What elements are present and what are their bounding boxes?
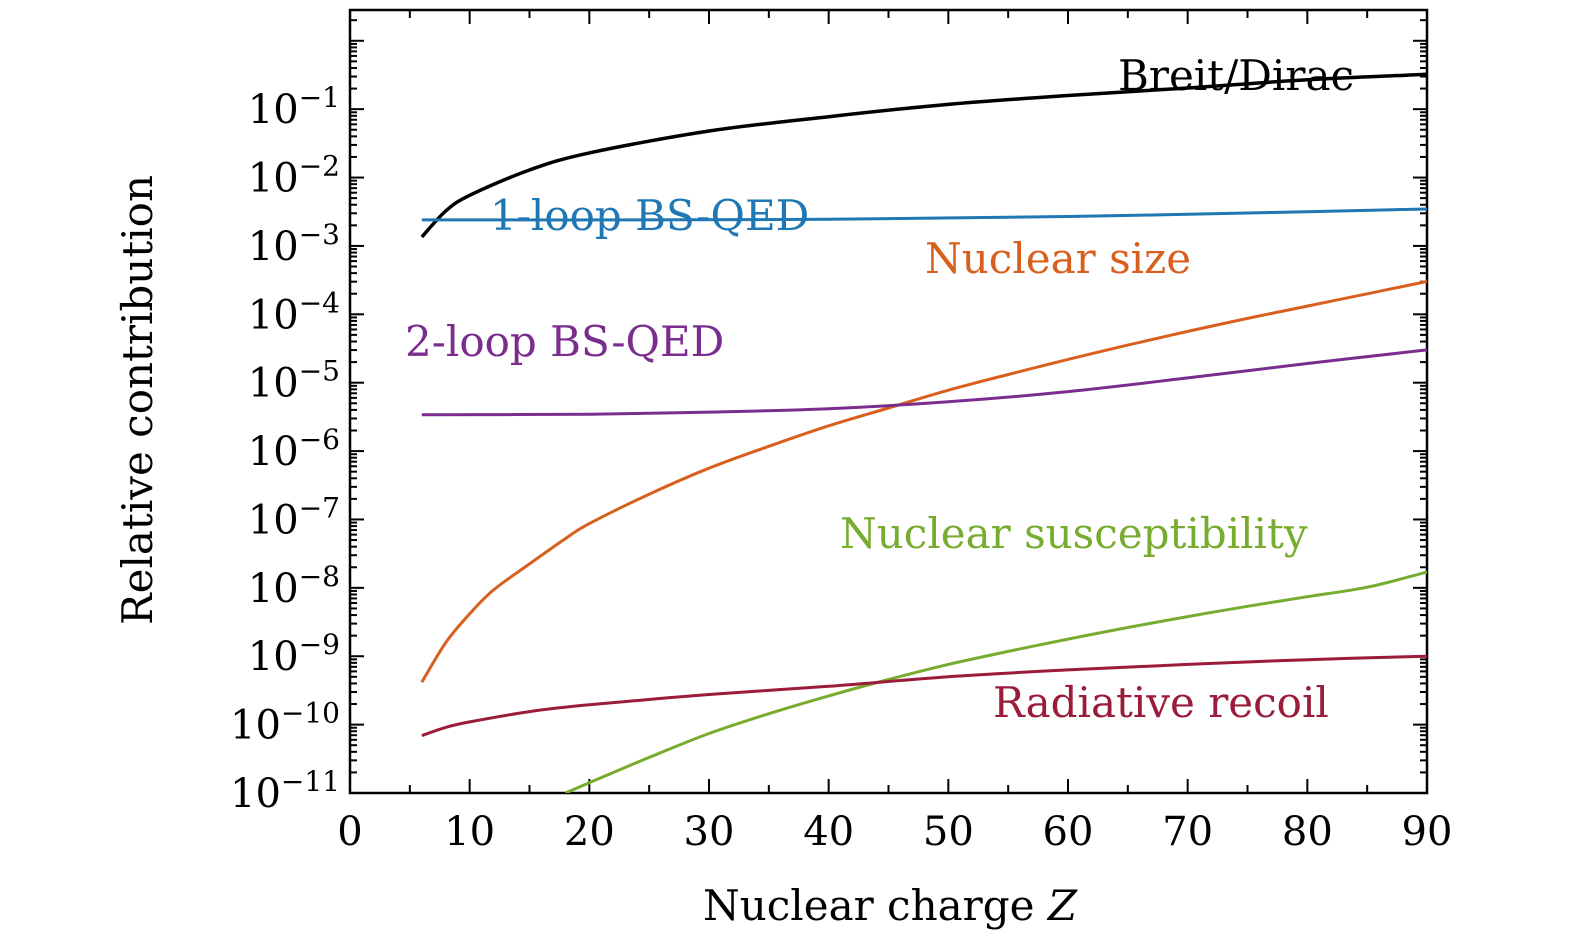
series-group [420, 72, 1427, 793]
y-tick-label: 10−9 [248, 628, 340, 680]
series-line-breit-dirac [420, 72, 1427, 239]
y-tick-label: 10−4 [248, 286, 340, 338]
x-tick-label: 60 [1043, 809, 1094, 855]
y-tick-label: 10−10 [230, 697, 340, 749]
series-label-nuclear-susceptibility: Nuclear susceptibility [840, 509, 1308, 558]
series-line-1-loop-bs-qed [421, 207, 1427, 222]
tick-labels: 0 10 20 30 40 50 60 70 80 90 10−11 10−10 10−9 10−8 10−… [230, 81, 1452, 855]
series-label-radiative-recoil: Radiative recoil [993, 678, 1329, 727]
axes [348, 8, 1429, 795]
series-line-radiative-recoil [421, 654, 1427, 738]
x-tick-label: 0 [337, 809, 362, 855]
series-label-breit-dirac: Breit/Dirac [1118, 51, 1354, 100]
y-tick-label: 10−3 [248, 218, 340, 270]
series-label-1-loop: 1-loop BS-QED [490, 191, 809, 240]
x-axis-title-text: Nuclear charge [703, 881, 1035, 930]
plot-frame [348, 8, 1429, 795]
x-tick-label: 10 [444, 809, 495, 855]
y-tick-label: 10−5 [248, 355, 340, 407]
series-line-nuclear-susceptibility [564, 570, 1427, 793]
y-tick-label: 10−8 [248, 560, 340, 612]
x-tick-label: 90 [1402, 809, 1453, 855]
x-axis-title-var: Z [1046, 881, 1078, 930]
series-line-nuclear-size [420, 280, 1427, 683]
x-tick-label: 40 [803, 809, 854, 855]
x-tick-label: 80 [1282, 809, 1333, 855]
series-line-2-loop-bs-qed [421, 348, 1427, 417]
series-label-nuclear-size: Nuclear size [925, 234, 1191, 283]
x-tick-label: 30 [684, 809, 735, 855]
x-tick-label: 50 [923, 809, 974, 855]
y-tick-label: 10−6 [248, 423, 340, 475]
y-tick-label: 10−11 [230, 765, 340, 817]
series-label-2-loop: 2-loop BS-QED [405, 317, 724, 366]
y-tick-label: 10−1 [248, 81, 340, 133]
y-tick-label: 10−2 [248, 150, 340, 202]
y-axis-title: Relative contribution [113, 175, 162, 625]
x-tick-label: 20 [564, 809, 615, 855]
y-tick-label: 10−7 [248, 491, 340, 543]
x-tick-label: 70 [1162, 809, 1213, 855]
x-axis-title: Nuclear charge Z [703, 881, 1078, 930]
